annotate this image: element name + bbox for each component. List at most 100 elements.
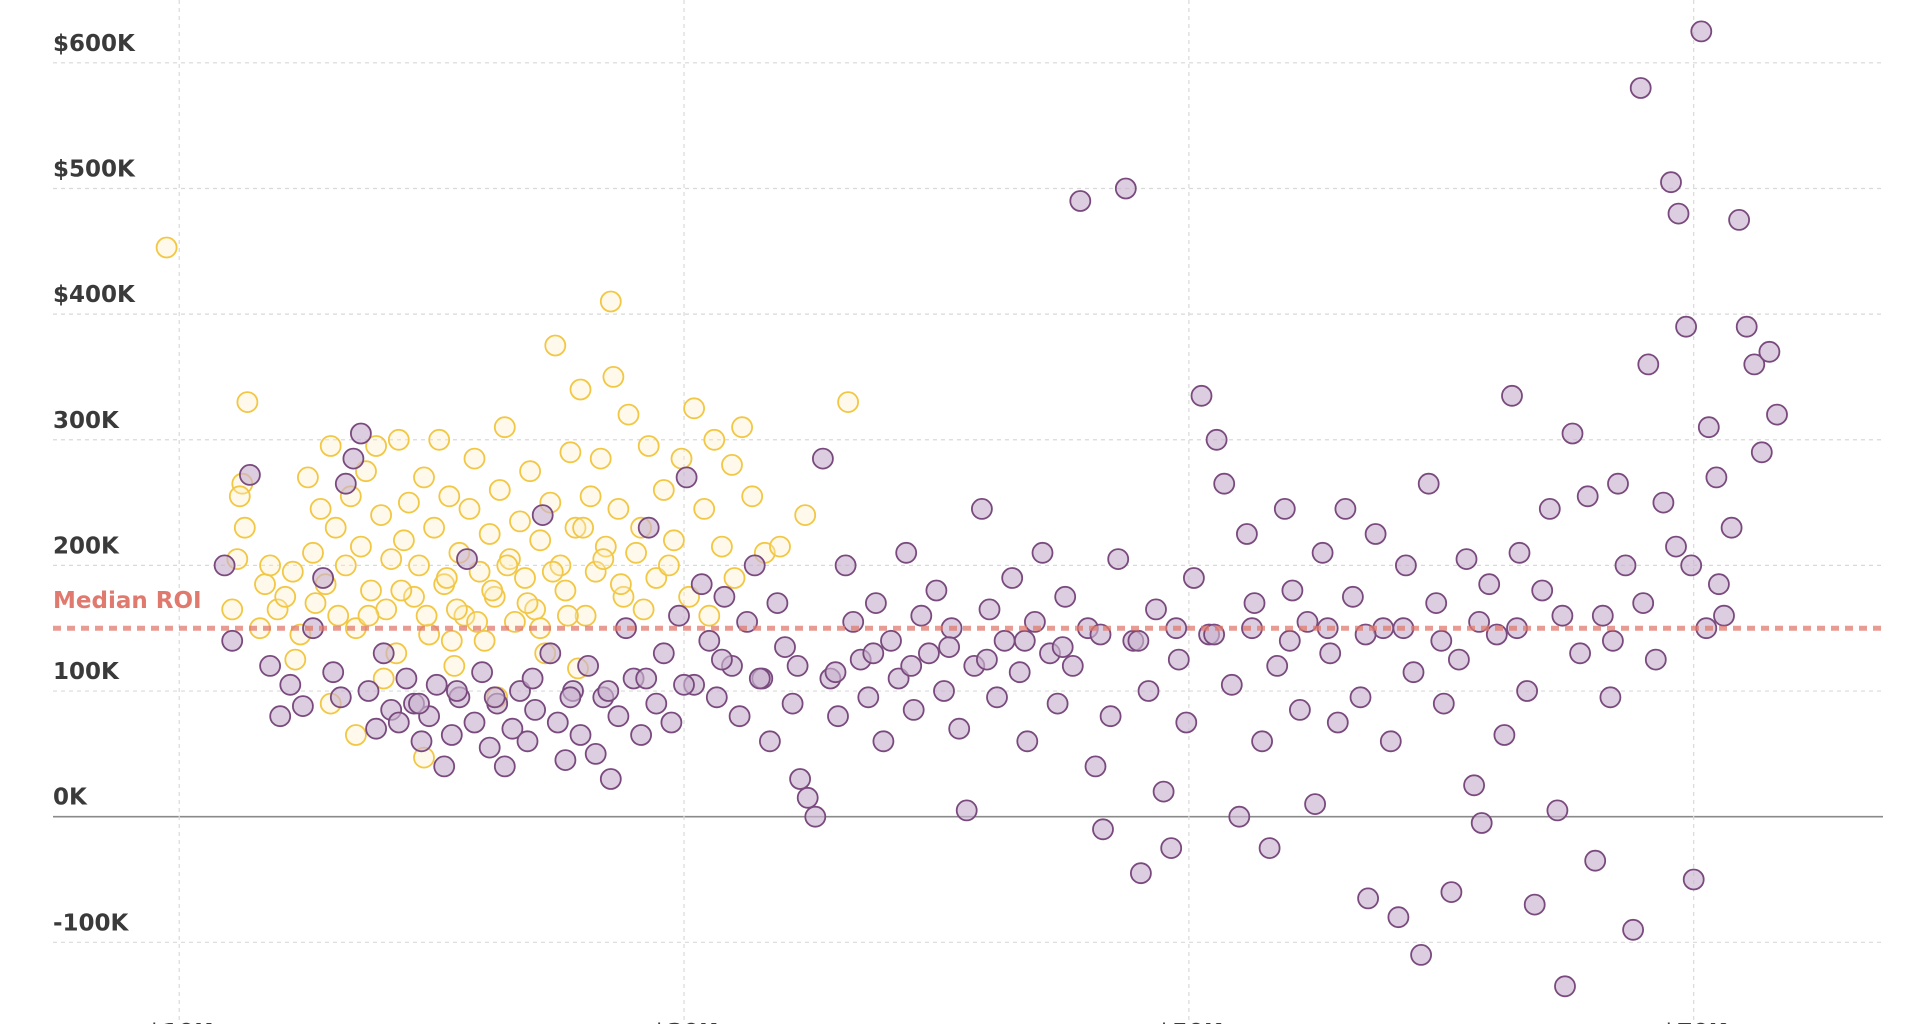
gold-point [599, 290, 622, 313]
purple-point [673, 673, 695, 696]
purple-point [1690, 20, 1713, 43]
purple-point [786, 655, 809, 677]
gold-point [698, 604, 721, 627]
purple-point [1591, 604, 1614, 627]
gold-point [544, 334, 567, 357]
purple-point [1273, 497, 1296, 520]
purple-point [1720, 516, 1743, 539]
gold-point [496, 554, 519, 577]
purple-point [539, 642, 562, 665]
purple-point [279, 673, 302, 696]
purple-point [456, 548, 478, 570]
purple-point [1190, 384, 1213, 407]
purple-point [1051, 636, 1074, 658]
purple-point [334, 472, 357, 495]
gold-point [445, 598, 468, 621]
purple-point [433, 755, 456, 778]
purple-point [1644, 648, 1667, 671]
purple-point [1258, 837, 1281, 859]
gold-point [711, 535, 733, 558]
gold-point [440, 629, 463, 652]
purple-point [900, 655, 923, 677]
purple-point [1680, 554, 1703, 577]
purple-point [986, 686, 1008, 709]
purple-point [1145, 598, 1167, 621]
purple-point [1432, 692, 1455, 715]
purple-point [1652, 491, 1675, 514]
purple-point [713, 585, 736, 608]
purple-point [584, 743, 607, 765]
purple-point [269, 705, 292, 728]
gold-point [302, 541, 324, 564]
purple-point [322, 661, 345, 684]
purple-point [1364, 523, 1387, 545]
gold-point [610, 573, 632, 596]
gold-point [423, 516, 446, 539]
purple-point [531, 504, 554, 526]
purple-point [1031, 541, 1054, 564]
purple-point [1008, 661, 1031, 684]
purple-point [1546, 799, 1569, 822]
purple-point [1708, 573, 1730, 596]
purple-point [599, 768, 622, 790]
purple-point [478, 736, 501, 759]
gold-point [693, 497, 716, 520]
purple-point [1440, 881, 1463, 903]
purple-point [759, 730, 781, 753]
gold-point [327, 604, 350, 627]
purple-point [675, 466, 698, 489]
purple-point [1622, 918, 1644, 941]
purple-point [711, 648, 733, 671]
purple-point [1629, 77, 1652, 99]
y-tick-label: $500K [53, 156, 136, 182]
gold-point [463, 447, 486, 470]
y-tick-label: $400K [53, 282, 136, 308]
gold-point [357, 604, 380, 627]
purple-point [1697, 416, 1720, 439]
purple-point [1538, 497, 1561, 520]
purple-point [1607, 472, 1629, 495]
purple-point [743, 554, 766, 577]
gold-point [360, 579, 382, 602]
purple-point [668, 604, 690, 627]
purple-point [1728, 208, 1750, 231]
purple-point [1531, 579, 1554, 602]
gold-point [435, 567, 458, 589]
purple-point [834, 554, 857, 577]
purple-point [637, 516, 660, 539]
purple-point [652, 642, 675, 665]
purple-point [1508, 541, 1531, 564]
purple-point [569, 724, 592, 746]
x-tick-label: $70K [1661, 1020, 1728, 1024]
purple-point [463, 711, 486, 734]
gold-point [296, 466, 319, 489]
gold-point [438, 485, 461, 508]
purple-point [804, 805, 827, 828]
purple-point [554, 749, 577, 771]
gold-point [443, 655, 466, 677]
purple-point [1425, 592, 1448, 614]
purple-point [1236, 523, 1258, 545]
purple-point [827, 705, 849, 728]
gold-point [658, 554, 680, 577]
gold-point [769, 535, 791, 558]
gold-point [683, 397, 705, 420]
gold-point [670, 447, 693, 470]
purple-point [1758, 340, 1781, 363]
purple-point [1342, 585, 1364, 608]
gold-point [473, 629, 496, 652]
y-tick-label: -100K [53, 910, 130, 936]
purple-point [918, 642, 940, 665]
purple-point [1675, 315, 1697, 338]
y-tick-label: 300K [53, 408, 120, 434]
purple-point [559, 686, 582, 709]
purple-point [607, 705, 630, 728]
purple-point [1379, 730, 1402, 753]
gold-point [259, 554, 282, 577]
purple-point [1599, 686, 1622, 709]
purple-point [1016, 730, 1039, 753]
gold-point [344, 724, 367, 746]
purple-point [1137, 680, 1160, 702]
purple-point [1130, 862, 1152, 885]
